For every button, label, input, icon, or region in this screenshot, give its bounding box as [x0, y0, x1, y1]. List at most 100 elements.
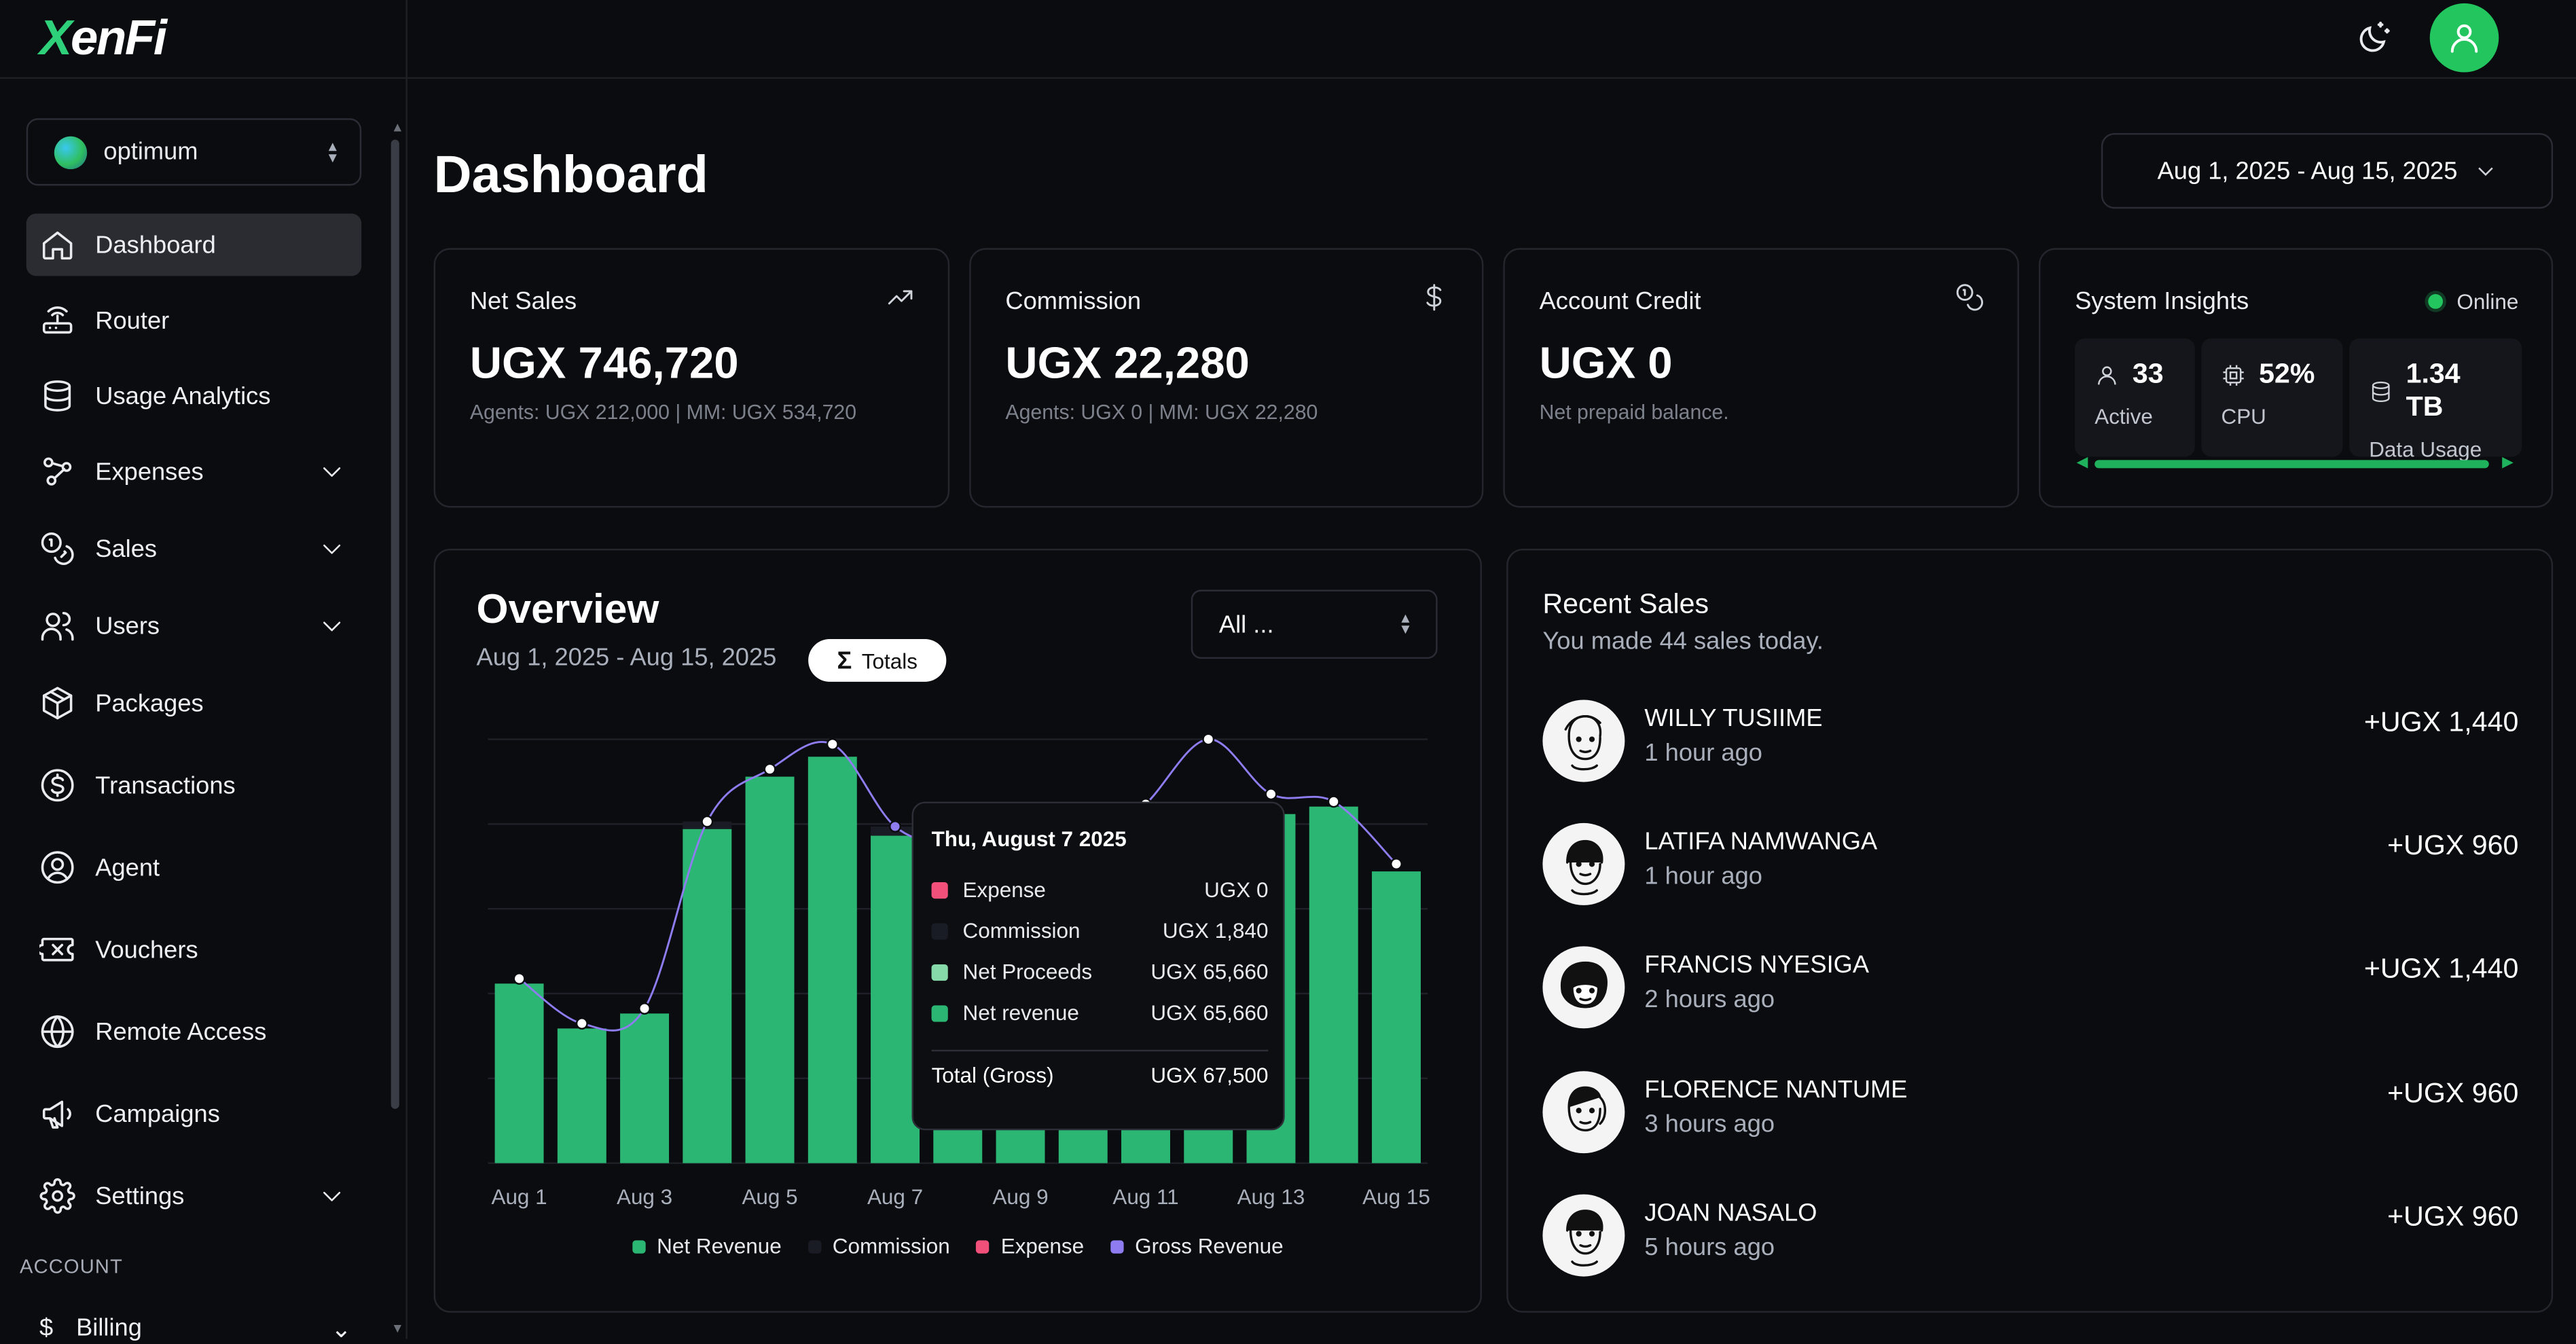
legend-label: Gross Revenue	[1135, 1233, 1284, 1258]
account-credit-card: Account Credit UGX 0 Net prepaid balance…	[1503, 248, 2019, 508]
sidebar-item-billing[interactable]: $ Billing ⌄	[39, 1314, 352, 1344]
database-icon	[2372, 380, 2390, 401]
point-gross-revenue[interactable]	[763, 763, 776, 776]
commission-card: Commission UGX 22,280 Agents: UGX 0 | MM…	[969, 248, 1484, 508]
legend-label: Expense	[1000, 1233, 1085, 1258]
legend-item-gross-revenue[interactable]: Gross Revenue	[1110, 1234, 1284, 1258]
sale-time: 5 hours ago	[1644, 1233, 1775, 1262]
point-gross-revenue[interactable]	[701, 815, 714, 828]
insights-title: System Insights	[2075, 287, 2249, 316]
dollar-circle-icon	[41, 769, 74, 802]
series-filter-select[interactable]: All ... ▴ ▾	[1191, 589, 1438, 659]
sidebar-item-router[interactable]: Router	[26, 289, 361, 352]
tooltip-row-net-proceeds: Net Proceeds UGX 65,660	[931, 960, 1268, 984]
avatar	[1542, 700, 1625, 782]
sale-amount: +UGX 960	[2387, 829, 2519, 861]
date-range-picker[interactable]: Aug 1, 2025 - Aug 15, 2025	[2101, 132, 2554, 209]
logo-area[interactable]: XenFi	[0, 0, 406, 79]
filter-value: All ...	[1218, 610, 1274, 638]
users-icon	[41, 612, 74, 641]
sidebar-item-users[interactable]: Users	[26, 595, 361, 657]
avatar	[1542, 946, 1625, 1029]
tooltip-row-name: Expense	[962, 877, 1046, 903]
sidebar-item-sales[interactable]: Sales	[26, 517, 361, 580]
chevron-down-icon	[323, 467, 341, 477]
point-gross-revenue[interactable]	[638, 1002, 651, 1015]
sidebar-item-usage-analytics[interactable]: Usage Analytics	[26, 365, 361, 427]
scroll-down-arrow[interactable]: ▼	[391, 1320, 404, 1336]
sidebar-item-remote-access[interactable]: Remote Access	[26, 1000, 361, 1063]
avatar	[1542, 1194, 1625, 1277]
totals-toggle-button[interactable]: Σ Totals	[808, 638, 947, 682]
bar-net-revenue[interactable]	[494, 983, 544, 1163]
sidebar-item-label: Vouchers	[95, 935, 198, 964]
globe-icon	[41, 1015, 74, 1049]
tooltip-title: Thu, August 7 2025	[931, 826, 1127, 852]
legend-item-net-revenue[interactable]: Net Revenue	[632, 1234, 782, 1258]
bar-net-revenue[interactable]	[1309, 806, 1358, 1163]
point-gross-revenue[interactable]	[889, 820, 901, 833]
sidebar-item-dashboard[interactable]: Dashboard	[26, 213, 362, 276]
x-tick-label: Aug 1	[491, 1185, 547, 1209]
moon-sun-icon[interactable]	[2353, 15, 2399, 61]
account-section-label: ACCOUNT	[20, 1255, 124, 1278]
sale-time: 1 hour ago	[1644, 862, 1762, 891]
sidebar-item-transactions[interactable]: Transactions	[26, 754, 361, 816]
insights-scrollbar[interactable]	[2094, 460, 2489, 469]
sidebar-item-expenses[interactable]: Expenses	[26, 440, 361, 503]
sale-name: WILLY TUSIIME	[1644, 704, 1823, 733]
legend-item-commission[interactable]: Commission	[808, 1233, 950, 1258]
sidebar-scrollbar[interactable]	[391, 139, 399, 1109]
sidebar-item-campaigns[interactable]: Campaigns	[26, 1083, 361, 1145]
database-icon	[44, 380, 71, 412]
legend-item-expense[interactable]: Expense	[976, 1234, 1084, 1258]
list-item[interactable]: LATIFA NAMWANGA 1 hour ago +UGX 960	[1542, 822, 2519, 909]
sale-name: JOAN NASALO	[1644, 1199, 1817, 1227]
point-gross-revenue[interactable]	[575, 1017, 588, 1030]
point-gross-revenue[interactable]	[1327, 795, 1340, 808]
sidebar-item-packages[interactable]: Packages	[26, 672, 361, 734]
sidebar-item-label: Campaigns	[95, 1100, 220, 1128]
user-avatar-button[interactable]	[2429, 3, 2499, 73]
sidebar-item-vouchers[interactable]: Vouchers	[26, 918, 361, 981]
tooltip-row-net-revenue: Net revenue UGX 65,660	[931, 1000, 1268, 1025]
list-item[interactable]: JOAN NASALO 5 hours ago +UGX 960	[1542, 1194, 2518, 1280]
bar-net-revenue[interactable]	[808, 757, 857, 1163]
point-gross-revenue[interactable]	[826, 738, 839, 750]
list-item[interactable]: FRANCIS NYESIGA 2 hours ago +UGX 1,440	[1542, 946, 2518, 1032]
point-gross-revenue[interactable]	[1202, 733, 1215, 746]
point-gross-revenue[interactable]	[1265, 788, 1277, 801]
bar-net-revenue[interactable]	[620, 1013, 670, 1163]
legend-label: Commission	[832, 1233, 950, 1258]
scroll-up-arrow[interactable]: ▲	[391, 120, 404, 135]
list-item[interactable]: FLORENCE NANTUME 3 hours ago +UGX 960	[1542, 1071, 2518, 1157]
expenses-icon	[43, 457, 72, 486]
metric-value: 52%	[2259, 358, 2315, 390]
active-users-metric: 33 Active	[2075, 338, 2195, 457]
bar-net-revenue[interactable]	[557, 1028, 606, 1163]
bar-net-revenue[interactable]	[1372, 871, 1421, 1163]
org-selector[interactable]: optimum ▴ ▾	[26, 118, 362, 186]
chart-tooltip: Thu, August 7 2025 Expense UGX 0 Commiss…	[911, 801, 1285, 1131]
bar-net-revenue[interactable]	[745, 776, 795, 1163]
metric-value: 33	[2132, 358, 2164, 390]
point-gross-revenue[interactable]	[1390, 858, 1402, 871]
sidebar-item-settings[interactable]: Settings	[26, 1165, 361, 1227]
status-dot	[2429, 294, 2444, 309]
point-gross-revenue[interactable]	[513, 973, 526, 985]
sidebar-item-agent[interactable]: Agent	[26, 836, 361, 898]
x-tick-label: Aug 3	[617, 1185, 672, 1209]
scroll-left-arrow[interactable]: ◀	[2076, 453, 2088, 470]
trending-up-icon	[888, 290, 913, 305]
legend-label: Net Revenue	[657, 1233, 782, 1258]
system-insights-card: System Insights Online 33 Active 52% CPU…	[2038, 248, 2554, 508]
bar-net-revenue[interactable]	[683, 829, 732, 1163]
bar-net-revenue[interactable]	[871, 835, 920, 1163]
x-tick-label: Aug 15	[1362, 1185, 1430, 1209]
legend-swatch	[931, 963, 948, 980]
tooltip-total-value: UGX 67,500	[1150, 1063, 1269, 1088]
scroll-right-arrow[interactable]: ▶	[2502, 453, 2514, 470]
sidebar-item-label: Users	[95, 612, 160, 640]
stat-label: Account Credit	[1539, 287, 1701, 316]
list-item[interactable]: WILLY TUSIIME 1 hour ago +UGX 1,440	[1542, 700, 2518, 785]
